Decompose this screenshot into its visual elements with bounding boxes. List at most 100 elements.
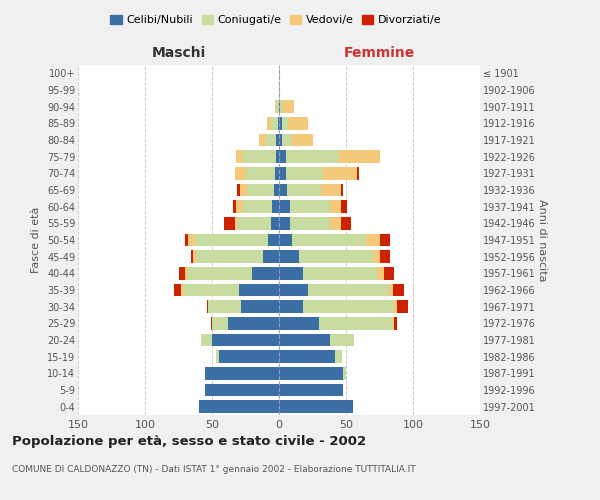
Bar <box>292 234 366 246</box>
Bar <box>341 217 352 230</box>
Bar <box>366 234 380 246</box>
Bar <box>279 134 281 146</box>
Bar <box>185 267 188 280</box>
Bar <box>335 350 342 363</box>
Bar <box>243 200 272 213</box>
Bar <box>323 167 357 179</box>
Text: Maschi: Maschi <box>151 46 206 60</box>
Bar <box>279 84 280 96</box>
Bar <box>275 100 277 113</box>
Bar <box>320 184 341 196</box>
Bar <box>279 250 299 263</box>
Bar <box>279 400 353 413</box>
Bar <box>397 300 407 313</box>
Y-axis label: Anni di nascita: Anni di nascita <box>537 198 547 281</box>
Bar <box>238 184 240 196</box>
Bar <box>373 250 380 263</box>
Bar <box>266 134 277 146</box>
Bar <box>205 367 279 380</box>
Bar <box>278 117 279 130</box>
Bar <box>341 200 347 213</box>
Bar <box>279 284 308 296</box>
Bar <box>279 350 335 363</box>
Bar <box>290 200 330 213</box>
Bar <box>274 184 279 196</box>
Bar <box>240 184 247 196</box>
Bar <box>279 200 290 213</box>
Bar <box>281 117 289 130</box>
Bar <box>279 234 292 246</box>
Bar <box>393 284 404 296</box>
Bar <box>245 167 275 179</box>
Bar <box>236 150 243 163</box>
Text: Femmine: Femmine <box>344 46 415 60</box>
Bar <box>303 267 377 280</box>
Bar <box>343 367 346 380</box>
Bar <box>308 284 389 296</box>
Bar <box>199 400 279 413</box>
Bar <box>394 317 397 330</box>
Bar <box>268 234 279 246</box>
Bar <box>275 167 279 179</box>
Bar <box>205 384 279 396</box>
Bar <box>175 284 181 296</box>
Y-axis label: Fasce di età: Fasce di età <box>31 207 41 273</box>
Bar <box>271 217 279 230</box>
Bar <box>287 184 320 196</box>
Bar <box>233 200 236 213</box>
Bar <box>357 167 359 179</box>
Bar <box>290 217 330 230</box>
Bar <box>299 250 373 263</box>
Bar <box>271 117 278 130</box>
Bar <box>279 300 303 313</box>
Bar <box>181 284 182 296</box>
Bar <box>182 284 239 296</box>
Bar <box>279 334 330 346</box>
Bar <box>279 67 280 80</box>
Bar <box>377 267 383 280</box>
Bar <box>340 150 380 163</box>
Bar <box>279 117 281 130</box>
Bar <box>394 300 397 313</box>
Bar <box>279 384 343 396</box>
Bar <box>239 284 279 296</box>
Bar <box>286 150 340 163</box>
Bar <box>194 234 268 246</box>
Bar <box>193 250 196 263</box>
Bar <box>208 300 241 313</box>
Bar <box>228 317 279 330</box>
Bar <box>243 150 277 163</box>
Bar <box>277 100 279 113</box>
Bar <box>216 350 218 363</box>
Bar <box>380 250 390 263</box>
Bar <box>212 334 279 346</box>
Bar <box>279 317 319 330</box>
Bar <box>283 100 294 113</box>
Bar <box>235 167 245 179</box>
Bar <box>383 267 394 280</box>
Bar <box>188 234 194 246</box>
Bar <box>319 317 393 330</box>
Bar <box>279 100 280 113</box>
Bar <box>277 150 279 163</box>
Bar <box>279 367 343 380</box>
Bar <box>235 217 238 230</box>
Bar <box>277 134 279 146</box>
Bar <box>263 250 279 263</box>
Bar <box>259 134 266 146</box>
Bar <box>341 184 343 196</box>
Bar <box>292 134 313 146</box>
Bar <box>330 334 354 346</box>
Bar <box>389 284 393 296</box>
Bar <box>286 167 323 179</box>
Bar <box>185 234 188 246</box>
Bar <box>201 334 212 346</box>
Bar <box>224 217 235 230</box>
Bar <box>279 267 303 280</box>
Bar <box>241 300 279 313</box>
Bar <box>191 250 193 263</box>
Bar <box>212 317 228 330</box>
Legend: Celibi/Nubili, Coniugati/e, Vedovi/e, Divorziati/e: Celibi/Nubili, Coniugati/e, Vedovi/e, Di… <box>106 10 446 30</box>
Bar <box>279 217 290 230</box>
Bar <box>211 317 212 330</box>
